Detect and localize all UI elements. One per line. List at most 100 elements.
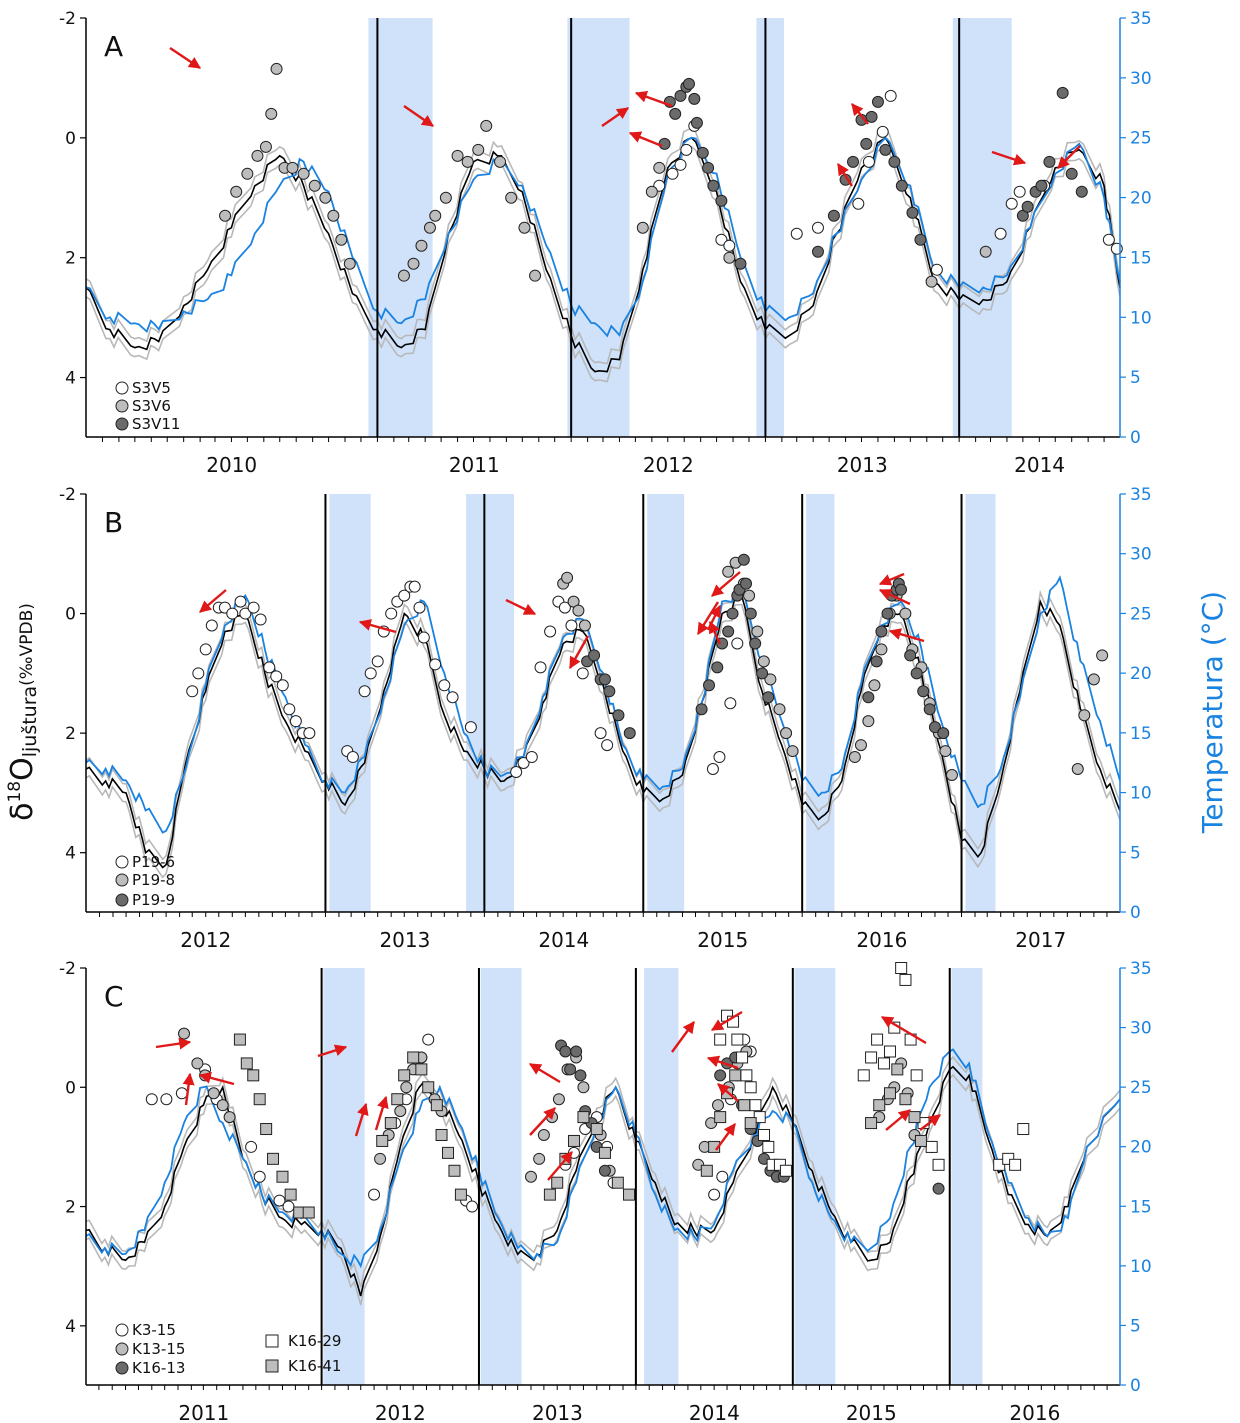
shaded-period bbox=[323, 968, 365, 1385]
sample-point bbox=[253, 1170, 266, 1183]
sample-point bbox=[852, 197, 865, 210]
shaded-period bbox=[806, 494, 835, 912]
sample-point bbox=[207, 1087, 220, 1100]
sample-point bbox=[716, 1170, 729, 1183]
sample-point bbox=[703, 679, 716, 692]
left-tick-label: 4 bbox=[65, 1317, 76, 1337]
sample-point bbox=[895, 962, 908, 974]
right-tick-label: 10 bbox=[1130, 784, 1152, 804]
year-label: 2014 bbox=[1014, 453, 1065, 477]
highlight-arrow bbox=[671, 1021, 695, 1053]
sample-point bbox=[408, 580, 421, 593]
sample-point bbox=[895, 179, 908, 192]
sample-point bbox=[682, 77, 695, 90]
sample-point bbox=[758, 1128, 771, 1141]
legend-marker bbox=[115, 1323, 129, 1337]
sample-point bbox=[674, 158, 687, 171]
right-tick-label: 15 bbox=[1130, 248, 1152, 268]
sample-point bbox=[786, 745, 799, 758]
sample-point bbox=[191, 1057, 204, 1070]
legend-marker bbox=[115, 399, 129, 413]
sample-point bbox=[551, 1176, 564, 1189]
sample-point bbox=[865, 110, 878, 123]
sample-point bbox=[1071, 763, 1084, 775]
sample-point bbox=[464, 721, 477, 734]
sample-point bbox=[223, 1111, 236, 1124]
sample-point bbox=[265, 107, 278, 120]
right-tick-label: 30 bbox=[1130, 545, 1152, 565]
right-tick-label: 10 bbox=[1130, 308, 1152, 328]
highlight-arrow bbox=[628, 131, 663, 148]
highlight-arrow bbox=[317, 1044, 348, 1058]
sample-point bbox=[254, 613, 267, 626]
sample-point bbox=[939, 745, 952, 758]
right-tick-label: 25 bbox=[1130, 129, 1152, 149]
shaded-period bbox=[952, 18, 1012, 437]
left-tick-label: 0 bbox=[65, 1078, 76, 1098]
sample-point bbox=[394, 1105, 407, 1118]
sample-point bbox=[442, 1146, 455, 1159]
sample-point bbox=[276, 679, 289, 692]
highlight-arrow bbox=[529, 1107, 556, 1136]
sample-point bbox=[731, 637, 744, 650]
legend-label: P19-8 bbox=[132, 871, 175, 889]
sample-point bbox=[888, 155, 901, 168]
sample-point bbox=[439, 191, 452, 204]
sample-point bbox=[145, 1093, 158, 1106]
shaded-period bbox=[466, 494, 514, 912]
sample-point bbox=[827, 209, 840, 222]
oxygen-envelope-lower bbox=[85, 603, 1121, 879]
sample-point bbox=[422, 1033, 435, 1046]
right-tick-label: 30 bbox=[1130, 1019, 1152, 1039]
right-tick-label: 35 bbox=[1130, 9, 1152, 29]
sample-point bbox=[1021, 200, 1034, 213]
year-label: 2010 bbox=[206, 453, 257, 477]
sample-point bbox=[178, 1027, 191, 1040]
sample-point bbox=[847, 155, 860, 168]
sample-point bbox=[779, 1164, 792, 1177]
sample-point bbox=[636, 221, 649, 234]
legend-label: P19-9 bbox=[132, 891, 175, 909]
sample-point bbox=[744, 1081, 757, 1094]
highlight-arrow bbox=[505, 598, 537, 616]
sample-point bbox=[283, 703, 296, 716]
sample-point bbox=[233, 1033, 246, 1046]
sample-point bbox=[186, 685, 199, 698]
sample-point bbox=[438, 679, 451, 692]
sample-point bbox=[234, 595, 247, 608]
sample-point bbox=[578, 619, 591, 632]
y-label-delta: δ bbox=[5, 803, 40, 821]
sample-point bbox=[669, 107, 682, 120]
sample-point bbox=[565, 619, 578, 632]
shaded-period bbox=[951, 968, 983, 1385]
sample-point bbox=[749, 637, 762, 650]
sample-point bbox=[1065, 167, 1078, 180]
left-tick-label: -2 bbox=[59, 9, 76, 29]
sample-point bbox=[811, 221, 824, 234]
year-label: 2013 bbox=[532, 1401, 583, 1423]
sample-point bbox=[374, 1152, 387, 1165]
sample-point bbox=[873, 1099, 886, 1112]
sample-point bbox=[400, 1081, 413, 1094]
highlight-arrow bbox=[182, 1072, 195, 1106]
sample-point bbox=[192, 667, 205, 680]
sample-point bbox=[561, 571, 574, 584]
left-tick-label: 4 bbox=[65, 369, 76, 389]
sample-point bbox=[284, 1188, 297, 1201]
sample-point bbox=[706, 763, 719, 775]
year-label: 2013 bbox=[837, 453, 888, 477]
y-label-sup: 18 bbox=[5, 781, 25, 803]
highlight-arrow bbox=[1057, 145, 1081, 169]
sample-point bbox=[623, 1188, 636, 1201]
right-tick-label: 20 bbox=[1130, 189, 1152, 209]
sample-point bbox=[910, 1069, 923, 1082]
sample-point bbox=[875, 625, 888, 638]
sample-point bbox=[422, 1081, 435, 1094]
sample-point bbox=[319, 191, 332, 204]
sample-point bbox=[175, 1087, 188, 1100]
highlight-arrow bbox=[528, 1062, 561, 1084]
sample-point bbox=[910, 667, 923, 680]
sample-point bbox=[559, 1045, 572, 1058]
sample-point bbox=[346, 751, 359, 764]
